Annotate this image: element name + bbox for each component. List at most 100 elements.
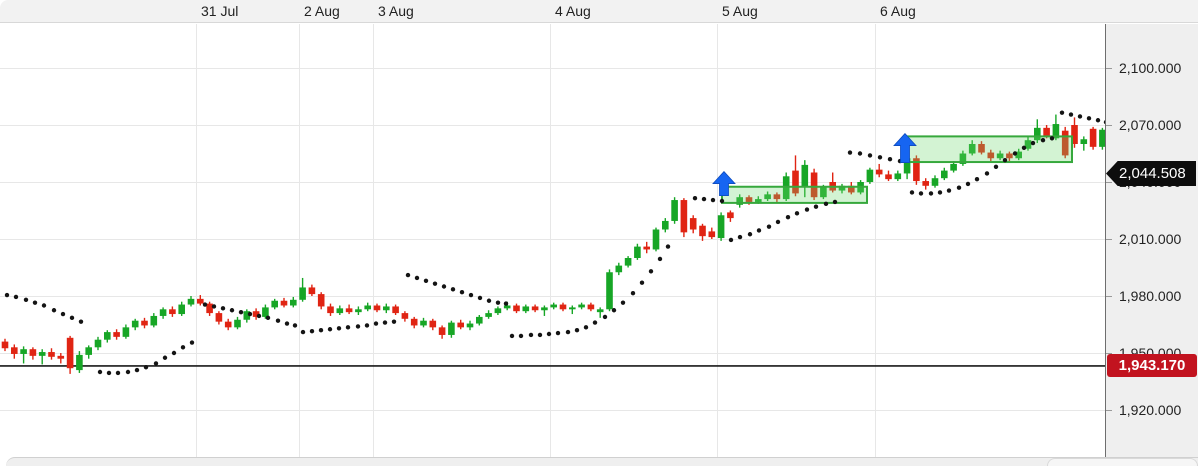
sar-dot: [477, 295, 483, 301]
date-axis[interactable]: 31 Jul 2 Aug 3 Aug 4 Aug 5 Aug 6 Aug: [0, 0, 1198, 23]
sar-dot: [993, 164, 999, 169]
sar-dot: [4, 292, 10, 298]
candle-up: [448, 322, 455, 335]
sar-dot: [946, 188, 952, 193]
sar-dot: [13, 294, 19, 300]
sar-dot: [468, 292, 474, 298]
date-label: 6 Aug: [880, 3, 916, 19]
sar-dot: [630, 290, 636, 296]
price-label: 2,100.000: [1119, 60, 1182, 76]
price-label: 2,010.000: [1119, 231, 1182, 247]
sar-dot: [1049, 136, 1055, 141]
candle-down: [987, 152, 995, 159]
candle-up: [262, 307, 269, 317]
sar-dot: [78, 319, 84, 324]
sar-dot: [309, 328, 315, 334]
sar-dots-layer: [4, 110, 1105, 376]
price-axis-tick: [1106, 68, 1112, 69]
candle-down: [206, 303, 213, 314]
candle-down: [1061, 130, 1069, 156]
sar-dot: [459, 290, 465, 295]
level-price-value: 1,943.170: [1118, 357, 1186, 374]
candle-down: [699, 225, 706, 237]
chart-plot-area[interactable]: [0, 24, 1105, 466]
candle-up: [76, 354, 83, 371]
candle-down: [215, 313, 223, 322]
candle-up: [838, 185, 846, 191]
candle-up: [624, 258, 632, 266]
sar-dot: [794, 211, 800, 216]
candle-down: [169, 309, 176, 315]
sar-dot: [432, 281, 438, 286]
sar-dot: [692, 195, 698, 201]
sar-dot: [202, 302, 208, 307]
candle-down: [438, 327, 446, 335]
sar-dot: [345, 325, 351, 330]
sar-dot: [486, 298, 492, 303]
candle-up: [996, 153, 1004, 159]
candle-up: [866, 169, 874, 182]
sar-dot: [60, 311, 66, 317]
candle-up: [968, 144, 976, 154]
candle-down: [401, 313, 409, 319]
sar-dot: [984, 171, 990, 176]
candle-up: [420, 320, 427, 326]
bottom-panel-edge-accent: [1047, 458, 1198, 466]
candle-up: [634, 246, 641, 258]
sar-dot: [1002, 157, 1008, 163]
price-axis-tick: [1106, 353, 1112, 354]
candlestick-chart-canvas[interactable]: [0, 24, 1105, 466]
sar-dot: [51, 308, 57, 313]
candle-down: [327, 306, 334, 314]
sar-dot: [785, 214, 791, 220]
price-axis-tick: [1106, 296, 1112, 297]
candle-down: [48, 352, 55, 357]
date-label: 5 Aug: [722, 3, 758, 19]
candle-down: [848, 185, 855, 193]
sar-dot: [974, 176, 980, 182]
sar-dot: [887, 157, 893, 162]
sar-dot: [737, 234, 743, 240]
candle-up: [541, 307, 548, 311]
sar-dot: [364, 323, 370, 328]
consolidation-box: [721, 185, 868, 204]
candle-up: [755, 199, 762, 202]
candle-down: [708, 231, 716, 238]
sar-dot: [171, 350, 177, 356]
sar-dot: [106, 370, 112, 376]
sar-dot: [211, 304, 217, 309]
sar-dot: [238, 309, 244, 315]
sar-dot: [857, 151, 863, 156]
candle-down: [280, 300, 288, 306]
candle-down: [745, 197, 753, 202]
sar-dot: [665, 244, 671, 249]
sar-dot: [373, 321, 379, 326]
sar-dot: [804, 207, 810, 212]
sar-dot: [509, 333, 515, 339]
candle-up: [150, 315, 158, 326]
sar-dot: [441, 284, 447, 289]
sar-dot: [710, 197, 716, 203]
sar-dot: [180, 345, 186, 350]
candle-up: [20, 349, 27, 354]
sar-dot: [1086, 116, 1092, 121]
sar-dot: [41, 303, 47, 308]
price-label: 1,920.000: [1119, 402, 1182, 418]
sar-dot: [1103, 120, 1105, 125]
candle-down: [197, 298, 204, 304]
candle-up: [662, 220, 669, 230]
candle-up: [959, 153, 967, 164]
candle-up: [950, 163, 957, 171]
candle-down: [727, 212, 734, 219]
candle-down: [66, 337, 74, 369]
sar-dot: [956, 185, 962, 190]
sar-dot: [574, 328, 580, 333]
gridlines-layer: [0, 24, 1105, 466]
sar-dot: [115, 370, 121, 376]
price-axis[interactable]: 2,100.0002,070.0002,040.0002,010.0001,98…: [1105, 24, 1198, 466]
candle-up: [522, 306, 530, 312]
candle-up: [903, 158, 911, 174]
sar-dot: [275, 318, 281, 323]
sar-dot: [639, 280, 645, 285]
